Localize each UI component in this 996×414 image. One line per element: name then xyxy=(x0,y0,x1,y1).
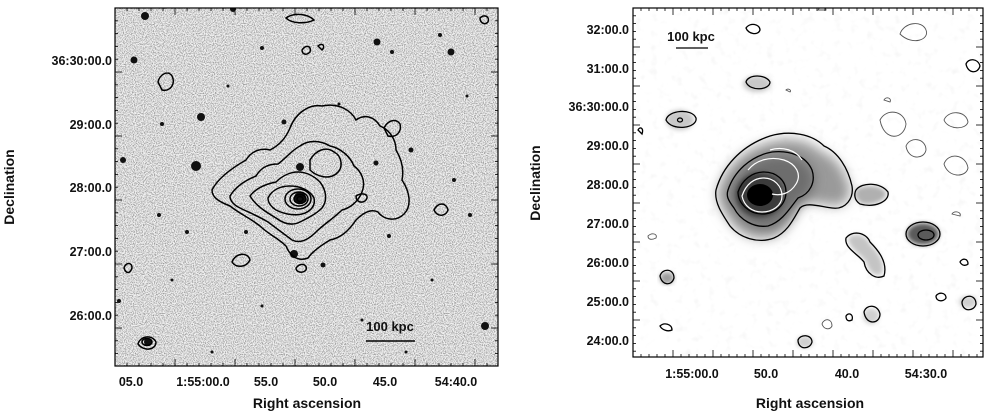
right-x-tick-2: 40.0 xyxy=(835,367,859,381)
right-white-contours xyxy=(741,147,803,213)
right-frame xyxy=(632,7,984,358)
right-scale-label: 100 kpc xyxy=(667,29,715,44)
right-x-tick-3: 54:30.0 xyxy=(905,367,947,381)
right-scale-bar: 100 kpc xyxy=(667,29,715,49)
right-contours xyxy=(637,23,981,349)
right-x-tick-0: 1:55:00.0 xyxy=(665,367,719,381)
left-scale-label: 100 kpc xyxy=(366,319,414,334)
left-scale-bar: 100 kpc xyxy=(366,319,415,342)
right-x-title: Right ascension xyxy=(756,395,864,411)
right-y-tick-4: 28:00.0 xyxy=(587,178,629,192)
left-x-tick-4: 45.0 xyxy=(373,375,397,389)
left-contours xyxy=(123,13,490,350)
left-y-tick-0: 36:30:00.0 xyxy=(52,54,113,68)
left-x-tick-0: 05.0 xyxy=(119,375,143,389)
left-image: 100 kpc xyxy=(115,8,498,366)
right-gray-contours xyxy=(647,8,969,330)
left-panel: 100 kpc 36:30:00.0 29:00.0 28:00.0 27:00… xyxy=(1,7,499,411)
right-image: 100 kpc xyxy=(633,8,983,357)
right-y-tick-1: 31:00.0 xyxy=(587,62,629,76)
left-x-tick-5: 54:40.0 xyxy=(435,375,477,389)
left-x-title: Right ascension xyxy=(253,395,361,411)
left-y-title: Declination xyxy=(1,149,17,224)
right-tick-marks xyxy=(633,8,983,357)
right-y-tick-2: 36:30:00.0 xyxy=(569,100,630,114)
right-y-tick-5: 27:00.0 xyxy=(587,217,629,231)
left-x-tick-2: 55.0 xyxy=(254,375,278,389)
left-tick-marks xyxy=(115,8,498,366)
right-y-tick-3: 29:00.0 xyxy=(587,139,629,153)
right-y-tick-6: 26:00.0 xyxy=(587,256,629,270)
left-x-tick-3: 50.0 xyxy=(313,375,337,389)
right-panel: 100 kpc 32:00.0 31:00.0 36:30:00.0 29:00… xyxy=(527,7,984,411)
left-y-tick-1: 29:00.0 xyxy=(70,118,112,132)
right-y-tick-8: 24:00.0 xyxy=(587,334,629,348)
right-y-title: Declination xyxy=(527,145,543,220)
left-y-tick-4: 26:00.0 xyxy=(70,309,112,323)
right-x-tick-1: 50.0 xyxy=(754,367,778,381)
right-y-tick-0: 32:00.0 xyxy=(587,23,629,37)
left-y-tick-3: 27:00.0 xyxy=(70,245,112,259)
left-x-tick-1: 1:55:00.0 xyxy=(176,375,230,389)
left-y-tick-2: 28:00.0 xyxy=(70,181,112,195)
right-y-tick-7: 25:00.0 xyxy=(587,295,629,309)
